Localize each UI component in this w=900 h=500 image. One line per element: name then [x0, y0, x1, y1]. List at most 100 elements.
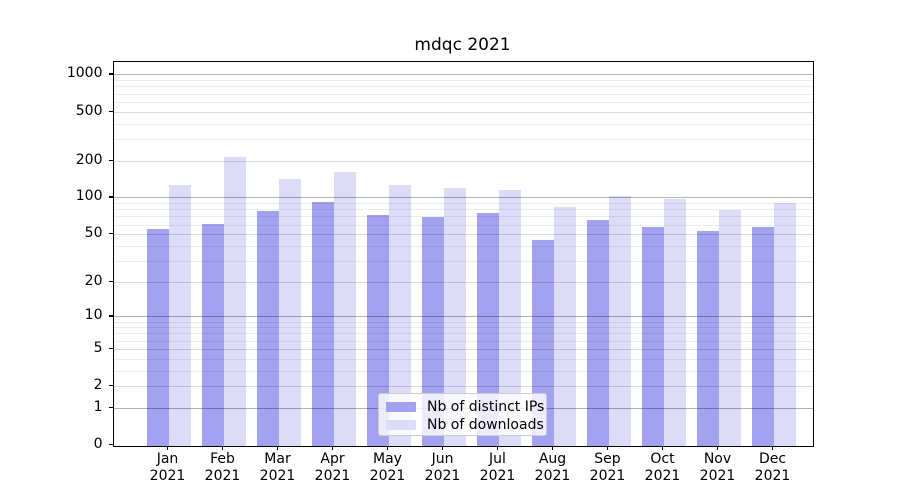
gridline-y-70	[114, 216, 813, 218]
x-tick-label-jan-2021: Jan 2021	[149, 451, 186, 484]
y-tick-label-50: 50	[84, 225, 103, 242]
bar-distinct-ips-sep-2021	[586, 220, 609, 446]
x-tick-mark-mar-2021	[276, 446, 279, 450]
gridline-y-300	[114, 138, 813, 140]
x-tick-mark-feb-2021	[221, 446, 224, 450]
gridline-y-500	[114, 111, 813, 113]
y-tick-label-2: 2	[93, 377, 103, 394]
bar-distinct-ips-jan-2021	[146, 229, 169, 446]
bar-downloads-jul-2021	[498, 189, 521, 446]
x-tick-label-oct-2021: Oct 2021	[644, 451, 681, 484]
bar-downloads-jan-2021	[168, 184, 191, 446]
gridline-y-90	[114, 203, 813, 205]
x-tick-mark-oct-2021	[661, 446, 664, 450]
bar-distinct-ips-may-2021	[366, 214, 389, 446]
y-tick-mark-20	[108, 280, 113, 282]
x-tick-label-sep-2021: Sep 2021	[589, 451, 626, 484]
gridline-y-400	[114, 123, 813, 125]
x-tick-mark-may-2021	[386, 446, 389, 450]
bar-downloads-apr-2021	[333, 172, 356, 446]
y-tick-label-20: 20	[84, 272, 103, 289]
gridline-y-9	[114, 321, 813, 323]
gridline-y-10	[114, 316, 813, 318]
y-tick-label-1000: 1000	[66, 65, 103, 82]
gridline-y-1000	[114, 74, 813, 76]
gridline-y-3	[114, 370, 813, 372]
y-tick-label-100: 100	[75, 188, 103, 205]
y-tick-mark-10	[108, 315, 113, 317]
gridline-y-8	[114, 327, 813, 329]
x-tick-mark-apr-2021	[331, 446, 334, 450]
x-tick-label-feb-2021: Feb 2021	[204, 451, 241, 484]
x-tick-mark-jun-2021	[441, 446, 444, 450]
gridline-y-800	[114, 86, 813, 88]
y-tick-label-10: 10	[84, 307, 103, 324]
y-tick-mark-0	[108, 444, 113, 446]
y-tick-mark-100	[108, 196, 113, 198]
x-tick-label-apr-2021: Apr 2021	[314, 451, 351, 484]
gridline-y-40	[114, 245, 813, 247]
x-tick-mark-dec-2021	[771, 446, 774, 450]
y-tick-mark-50	[108, 233, 113, 235]
legend: Nb of distinct IPs Nb of downloads	[378, 393, 547, 436]
bar-downloads-nov-2021	[718, 209, 741, 446]
gridline-y-100	[114, 197, 813, 199]
gridline-y-600	[114, 101, 813, 103]
legend-swatch-distinct-ips	[386, 401, 416, 412]
bar-downloads-aug-2021	[553, 207, 576, 446]
gridline-y-900	[114, 80, 813, 82]
gridline-y-60	[114, 224, 813, 226]
x-tick-mark-jan-2021	[166, 446, 169, 450]
x-tick-mark-jul-2021	[496, 446, 499, 450]
gridline-y-50	[114, 234, 813, 236]
legend-row: Nb of distinct IPs	[379, 398, 546, 415]
legend-swatch-downloads	[386, 419, 416, 430]
bar-downloads-jun-2021	[443, 188, 466, 446]
bar-distinct-ips-dec-2021	[751, 227, 774, 446]
gridline-y-20	[114, 281, 813, 283]
y-tick-label-500: 500	[75, 102, 103, 119]
bar-distinct-ips-jun-2021	[421, 217, 444, 446]
y-tick-label-200: 200	[75, 151, 103, 168]
x-tick-label-nov-2021: Nov 2021	[699, 451, 736, 484]
gridline-y-30	[114, 260, 813, 262]
bar-downloads-sep-2021	[608, 196, 631, 446]
bar-distinct-ips-nov-2021	[696, 231, 719, 446]
legend-row: Nb of downloads	[379, 416, 546, 433]
bar-downloads-oct-2021	[663, 199, 686, 446]
gridline-y-5	[114, 348, 813, 350]
y-tick-label-1: 1	[93, 398, 103, 415]
x-tick-label-may-2021: May 2021	[369, 451, 406, 484]
x-tick-label-dec-2021: Dec 2021	[754, 451, 791, 484]
bar-distinct-ips-apr-2021	[311, 201, 334, 446]
bar-downloads-feb-2021	[223, 156, 246, 446]
bar-downloads-dec-2021	[773, 203, 796, 446]
plot-area	[113, 61, 814, 447]
bar-distinct-ips-oct-2021	[641, 227, 664, 446]
bar-distinct-ips-jul-2021	[476, 212, 499, 446]
x-tick-label-aug-2021: Aug 2021	[534, 451, 571, 484]
y-tick-mark-500	[108, 110, 113, 112]
gridline-y-200	[114, 160, 813, 162]
y-tick-mark-200	[108, 159, 113, 161]
legend-label-distinct-ips: Nb of distinct IPs	[427, 398, 545, 415]
x-tick-mark-aug-2021	[551, 446, 554, 450]
bar-distinct-ips-mar-2021	[256, 210, 279, 446]
y-tick-mark-2	[108, 385, 113, 387]
bar-distinct-ips-feb-2021	[201, 223, 224, 446]
bar-downloads-may-2021	[388, 184, 411, 446]
y-tick-mark-5	[108, 347, 113, 350]
legend-label-downloads: Nb of downloads	[427, 416, 544, 433]
y-tick-mark-1	[108, 406, 113, 408]
x-tick-mark-sep-2021	[606, 446, 609, 450]
y-tick-label-5: 5	[93, 339, 103, 356]
bar-downloads-mar-2021	[278, 179, 301, 446]
x-tick-label-mar-2021: Mar 2021	[259, 451, 296, 484]
gridline-y-7	[114, 333, 813, 335]
x-tick-label-jul-2021: Jul 2021	[479, 451, 516, 484]
y-tick-label-0: 0	[93, 436, 103, 452]
gridline-y-4	[114, 358, 813, 360]
chart-title: mdqc 2021	[414, 35, 511, 55]
gridline-y-2	[114, 386, 813, 388]
